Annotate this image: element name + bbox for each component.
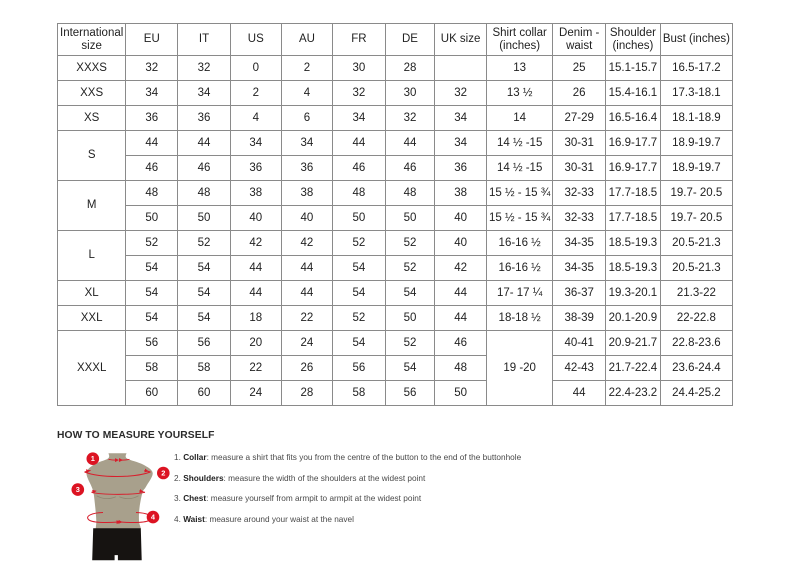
svg-text:2: 2 (161, 469, 165, 478)
svg-text:3: 3 (76, 485, 80, 494)
svg-text:1: 1 (91, 454, 95, 463)
